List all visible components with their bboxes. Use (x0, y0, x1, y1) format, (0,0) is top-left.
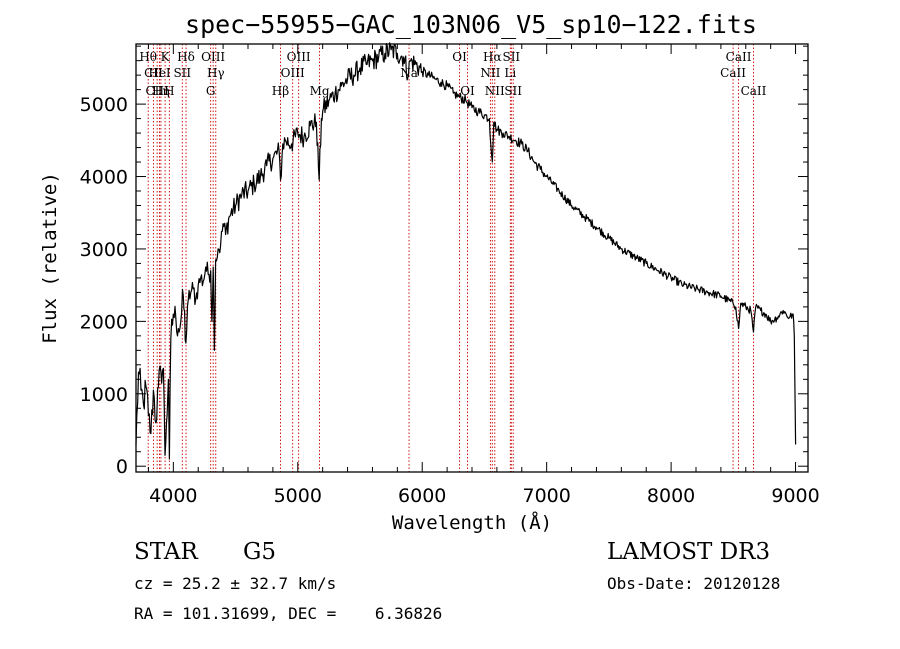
x-tick-label: 6000 (398, 485, 446, 507)
reference-line-label: OI (452, 50, 467, 64)
reference-line-label: Hθ (139, 50, 157, 64)
y-axis-ticks: 0 1000 2000 3000 4000 5000 (80, 45, 808, 478)
y-tick-label: 2000 (80, 311, 128, 333)
y-axis-label: Flux (relative) (39, 172, 61, 344)
reference-line-label: CaII (741, 84, 767, 98)
reference-line-label: G (206, 84, 216, 98)
reference-line-label: Hβ (272, 84, 289, 98)
reference-line-label: Hγ (207, 66, 225, 80)
y-tick-label: 1000 (80, 384, 128, 406)
reference-line-label: CIII (145, 84, 169, 98)
reference-line-label: H (164, 84, 174, 98)
reference-line-label: NII (485, 84, 505, 98)
reference-line-label: Hη (152, 84, 170, 98)
reference-line-label: OIII (281, 66, 305, 80)
reference-line-label: OIII (287, 50, 311, 64)
reference-line-label: Hα (483, 50, 502, 64)
spectral-subclass: G5 (243, 539, 277, 565)
reference-line-label: OI (460, 84, 475, 98)
reference-line-label: SII (502, 50, 520, 64)
reference-line-label: Mg (310, 84, 330, 98)
reference-line-label: CII (144, 66, 163, 80)
reference-line-label: SII (173, 66, 191, 80)
y-tick-label: 4000 (80, 167, 128, 189)
x-axis-ticks: 4000 5000 6000 7000 8000 9000 (147, 44, 820, 507)
x-tick-label: 9000 (771, 485, 819, 507)
observation-date: Obs-Date: 20120128 (607, 574, 781, 593)
reference-lines-group (147, 44, 754, 472)
y-tick-label: 5000 (80, 94, 128, 116)
object-class: STAR (134, 539, 198, 565)
x-tick-label: 8000 (647, 485, 695, 507)
reference-line-label: CaII (726, 50, 752, 64)
reference-line-label: Hδ (177, 50, 195, 64)
reference-line-label: OIII (201, 50, 225, 64)
reference-line-label: SII (504, 84, 522, 98)
coordinates: RA = 101.31699, DEC = 6.36826 (134, 604, 443, 623)
y-tick-label: 0 (116, 456, 128, 478)
reference-labels-group: Hθ CII CIII HeI Hη K H SII Hδ G OIII Hγ Hβ OIII OIII Mg… (139, 50, 766, 98)
reference-line-label: HeI (148, 66, 171, 80)
reference-line-label: CaII (720, 66, 746, 80)
x-tick-label: 7000 (522, 485, 570, 507)
reference-line-label: NII (480, 66, 500, 80)
y-tick-label: 3000 (80, 239, 128, 261)
survey-name: LAMOST DR3 (607, 539, 771, 565)
spectrum-line (135, 42, 797, 460)
x-axis-label: Wavelength (Å) (392, 511, 552, 534)
redshift-velocity: cz = 25.2 ± 32.7 km/s (134, 574, 337, 593)
x-tick-label: 5000 (274, 485, 322, 507)
chart-title: spec−55955−GAC_103N06_V5_sp10−122.fits (185, 10, 757, 39)
reference-line-label: K (161, 50, 171, 64)
x-tick-label: 4000 (149, 485, 197, 507)
reference-line-label: Li (504, 66, 516, 80)
